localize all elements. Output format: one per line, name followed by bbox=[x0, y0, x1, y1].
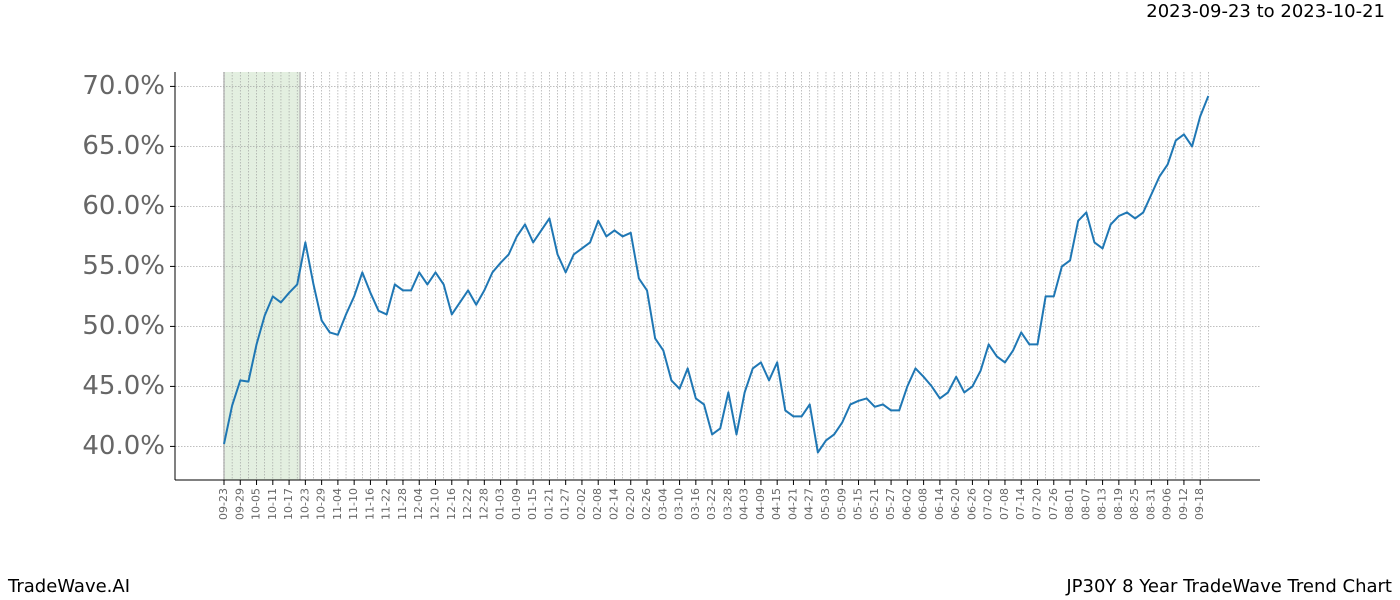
x-tick-label: 08-01 bbox=[1063, 488, 1076, 520]
date-range: 2023-09-23 to 2023-10-21 bbox=[1146, 1, 1385, 22]
y-tick-label: 65.0% bbox=[82, 131, 165, 161]
x-tick-label: 06-26 bbox=[965, 488, 978, 520]
x-tick-label: 11-16 bbox=[363, 488, 376, 520]
x-tick-label: 01-03 bbox=[494, 488, 507, 520]
x-tick-label: 12-22 bbox=[461, 488, 474, 520]
x-tick-label: 09-23 bbox=[217, 488, 230, 520]
x-tick-label: 04-21 bbox=[786, 488, 799, 520]
x-tick-label: 08-31 bbox=[1144, 488, 1157, 520]
x-tick-label: 07-26 bbox=[1047, 488, 1060, 520]
x-tick-label: 12-04 bbox=[412, 488, 425, 520]
x-tick-label: 03-10 bbox=[673, 488, 686, 520]
x-tick-label: 11-22 bbox=[380, 488, 393, 520]
x-tick-label: 04-15 bbox=[770, 488, 783, 520]
x-tick-label: 02-08 bbox=[591, 488, 604, 520]
x-tick-label: 01-15 bbox=[526, 488, 539, 520]
x-tick-label: 09-29 bbox=[233, 488, 246, 520]
x-tick-label: 08-25 bbox=[1128, 488, 1141, 520]
y-tick-label: 60.0% bbox=[82, 191, 165, 221]
x-tick-label: 06-14 bbox=[933, 488, 946, 520]
x-tick-label: 11-04 bbox=[331, 488, 344, 520]
brand: TradeWave.AI bbox=[7, 576, 130, 597]
x-tick-label: 11-28 bbox=[396, 488, 409, 520]
x-tick-label: 02-02 bbox=[575, 488, 588, 520]
y-tick-label: 40.0% bbox=[82, 431, 165, 461]
x-tick-label: 08-07 bbox=[1079, 488, 1092, 520]
y-tick-label: 45.0% bbox=[82, 371, 165, 401]
x-tick-label: 10-11 bbox=[266, 488, 279, 520]
grid bbox=[175, 72, 1260, 480]
x-tick-label: 07-02 bbox=[982, 488, 995, 520]
x-tick-label: 12-28 bbox=[477, 488, 490, 520]
x-tick-label: 05-21 bbox=[868, 488, 881, 520]
x-tick-label: 06-08 bbox=[917, 488, 930, 520]
y-tick-label: 70.0% bbox=[82, 71, 165, 101]
x-tick-label: 01-21 bbox=[542, 488, 555, 520]
x-tick-label: 08-19 bbox=[1112, 488, 1125, 520]
x-tick-label: 09-18 bbox=[1193, 488, 1206, 520]
x-tick-label: 03-04 bbox=[656, 488, 669, 520]
x-tick-label: 10-17 bbox=[282, 488, 295, 520]
trend-line bbox=[223, 95, 1210, 454]
x-tick-label: 05-27 bbox=[884, 488, 897, 520]
x-tick-label: 10-29 bbox=[315, 488, 328, 520]
y-tick-label: 55.0% bbox=[82, 251, 165, 281]
x-tick-label: 06-20 bbox=[949, 488, 962, 520]
x-tick-label: 04-27 bbox=[803, 488, 816, 520]
x-tick-label: 10-05 bbox=[250, 488, 263, 520]
x-tick-label: 09-06 bbox=[1161, 488, 1174, 520]
x-tick-label: 03-28 bbox=[721, 488, 734, 520]
x-tick-label: 05-15 bbox=[852, 488, 865, 520]
x-tick-label: 08-13 bbox=[1096, 488, 1109, 520]
x-tick-label: 05-09 bbox=[835, 488, 848, 520]
x-tick-label: 03-16 bbox=[689, 488, 702, 520]
x-tick-label: 02-26 bbox=[640, 488, 653, 520]
x-tick-label: 11-10 bbox=[347, 488, 360, 520]
x-tick-label: 04-03 bbox=[738, 488, 751, 520]
y-tick-label: 50.0% bbox=[82, 311, 165, 341]
chart-name: JP30Y 8 Year TradeWave Trend Chart bbox=[1065, 576, 1392, 597]
x-tick-label: 01-27 bbox=[559, 488, 572, 520]
x-tick-label: 07-08 bbox=[998, 488, 1011, 520]
x-tick-label: 09-12 bbox=[1177, 488, 1190, 520]
x-tick-label: 04-09 bbox=[754, 488, 767, 520]
x-tick-label: 06-02 bbox=[900, 488, 913, 520]
x-tick-label: 07-14 bbox=[1014, 488, 1027, 520]
x-tick-label: 10-23 bbox=[298, 488, 311, 520]
x-tick-label: 02-14 bbox=[607, 488, 620, 520]
x-tick-label: 12-16 bbox=[445, 488, 458, 520]
x-tick-label: 02-20 bbox=[624, 488, 637, 520]
x-tick-label: 07-20 bbox=[1031, 488, 1044, 520]
x-tick-label: 12-10 bbox=[429, 488, 442, 520]
x-tick-label: 01-09 bbox=[510, 488, 523, 520]
x-tick-label: 03-22 bbox=[705, 488, 718, 520]
highlight-band bbox=[224, 72, 300, 480]
x-tick-label: 05-03 bbox=[819, 488, 832, 520]
